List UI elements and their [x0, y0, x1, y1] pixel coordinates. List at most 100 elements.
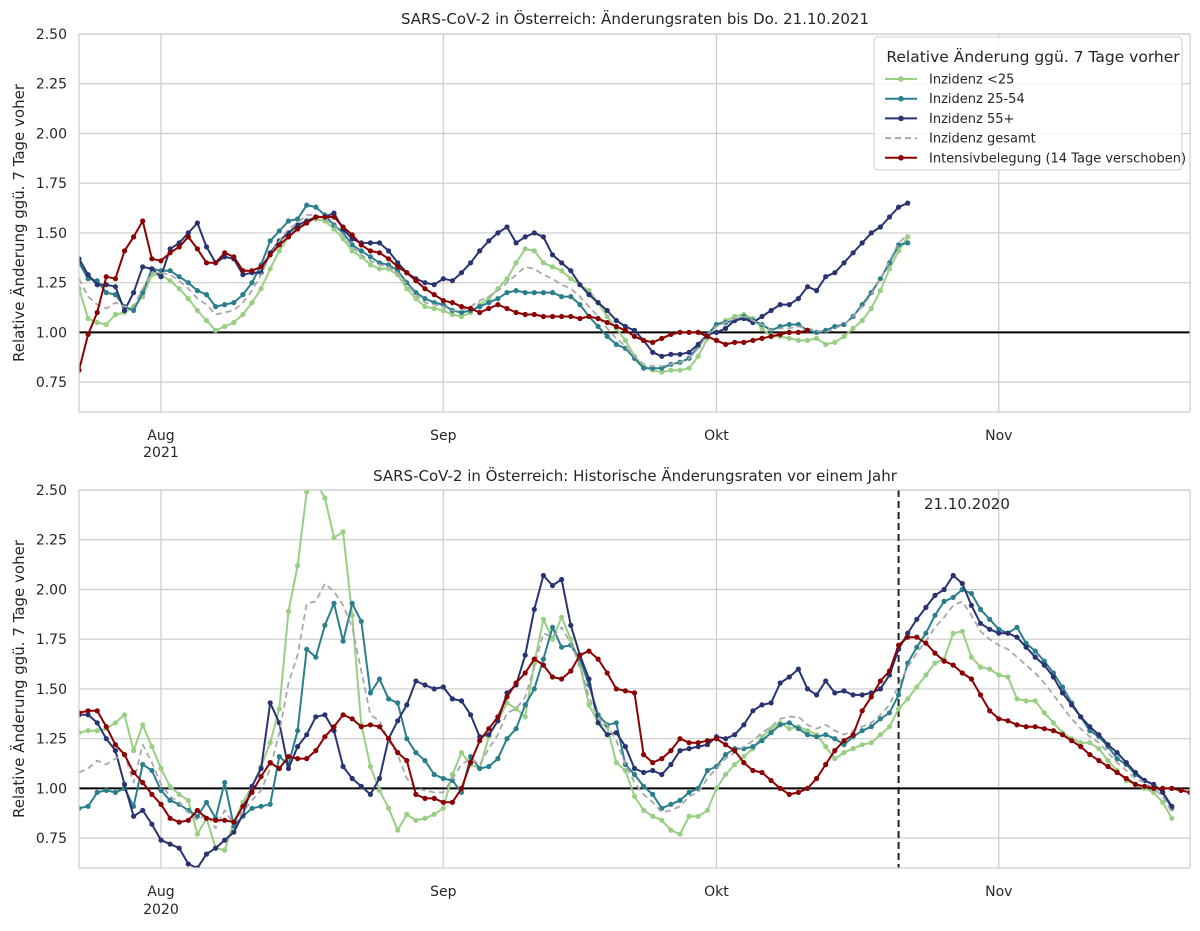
data-point — [94, 282, 100, 288]
data-point — [659, 353, 665, 359]
data-point — [759, 769, 765, 776]
data-point — [1105, 763, 1111, 770]
data-point — [540, 234, 547, 240]
data-point — [386, 262, 392, 268]
data-point — [631, 793, 638, 800]
data-point — [131, 290, 137, 296]
data-point — [112, 789, 118, 796]
data-point — [531, 606, 537, 613]
y-tick-label: 1.50 — [36, 682, 67, 698]
data-point — [440, 276, 446, 282]
data-point — [376, 775, 383, 782]
y-tick-label: 1.25 — [36, 732, 67, 748]
data-point — [495, 296, 501, 302]
data-point — [440, 799, 446, 805]
data-point — [94, 720, 100, 726]
data-point — [185, 234, 191, 240]
data-point — [531, 290, 537, 296]
data-point — [376, 787, 383, 794]
data-point — [613, 317, 619, 324]
data-point — [386, 736, 392, 742]
data-point — [112, 292, 118, 298]
data-point — [422, 682, 428, 688]
data-point — [185, 280, 191, 286]
data-point — [759, 702, 765, 708]
data-point — [850, 325, 856, 331]
data-point — [795, 337, 802, 343]
data-point — [422, 758, 428, 764]
data-point — [586, 676, 592, 682]
data-point — [741, 339, 747, 345]
data-point — [258, 803, 264, 809]
data-point — [149, 821, 155, 827]
data-point — [1059, 732, 1066, 738]
data-point — [1023, 698, 1029, 704]
data-point — [723, 742, 729, 748]
data-point — [121, 248, 128, 254]
data-point — [914, 644, 920, 650]
data-point — [631, 333, 638, 339]
data-point — [641, 769, 647, 776]
data-point — [1087, 724, 1093, 730]
data-point — [549, 313, 556, 320]
data-point — [203, 851, 210, 857]
series-3 — [79, 582, 1173, 830]
data-point — [1014, 624, 1020, 630]
data-point — [814, 775, 820, 782]
data-point — [832, 736, 838, 742]
data-point — [804, 785, 811, 792]
data-point — [704, 807, 711, 813]
data-point — [1078, 744, 1084, 750]
data-point — [404, 270, 410, 276]
data-point — [923, 672, 929, 678]
data-point — [194, 831, 200, 837]
legend-label: Inzidenz gesamt — [929, 132, 1036, 147]
data-point — [941, 586, 947, 593]
data-point — [631, 765, 638, 772]
data-point — [704, 333, 711, 339]
data-point — [386, 248, 392, 254]
data-point — [79, 367, 82, 373]
data-point — [458, 270, 465, 276]
data-point — [1151, 785, 1157, 792]
data-point — [376, 250, 383, 256]
data-point — [376, 724, 383, 730]
data-point — [886, 214, 893, 220]
data-point — [859, 708, 865, 714]
data-point — [977, 620, 984, 626]
data-point — [304, 220, 310, 226]
data-point — [176, 274, 182, 280]
data-point — [823, 678, 829, 684]
data-point — [149, 266, 155, 272]
data-point — [194, 246, 200, 252]
data-point — [121, 752, 128, 758]
data-point — [395, 827, 401, 833]
data-point — [1032, 648, 1038, 654]
data-point — [349, 248, 355, 254]
data-point — [977, 606, 984, 613]
data-point — [295, 756, 301, 762]
data-point — [79, 710, 82, 716]
data-point — [1160, 799, 1166, 805]
data-point — [504, 305, 510, 312]
data-point — [1032, 654, 1038, 660]
data-point — [1096, 746, 1102, 752]
data-point — [322, 622, 328, 628]
data-point — [732, 732, 738, 738]
data-point — [595, 720, 601, 726]
data-point — [1050, 674, 1056, 680]
data-point — [367, 262, 373, 268]
data-point — [1032, 724, 1038, 730]
legend-marker — [898, 115, 904, 122]
legend-item: Intensivbelegung (14 Tage verschoben) — [885, 151, 1186, 166]
data-point — [631, 771, 638, 778]
data-point — [713, 337, 720, 343]
legend-marker — [898, 76, 904, 82]
data-point — [531, 311, 537, 318]
data-point — [258, 264, 264, 270]
data-point — [477, 248, 483, 254]
data-point — [440, 775, 446, 782]
data-point — [276, 242, 282, 248]
data-point — [231, 819, 237, 825]
